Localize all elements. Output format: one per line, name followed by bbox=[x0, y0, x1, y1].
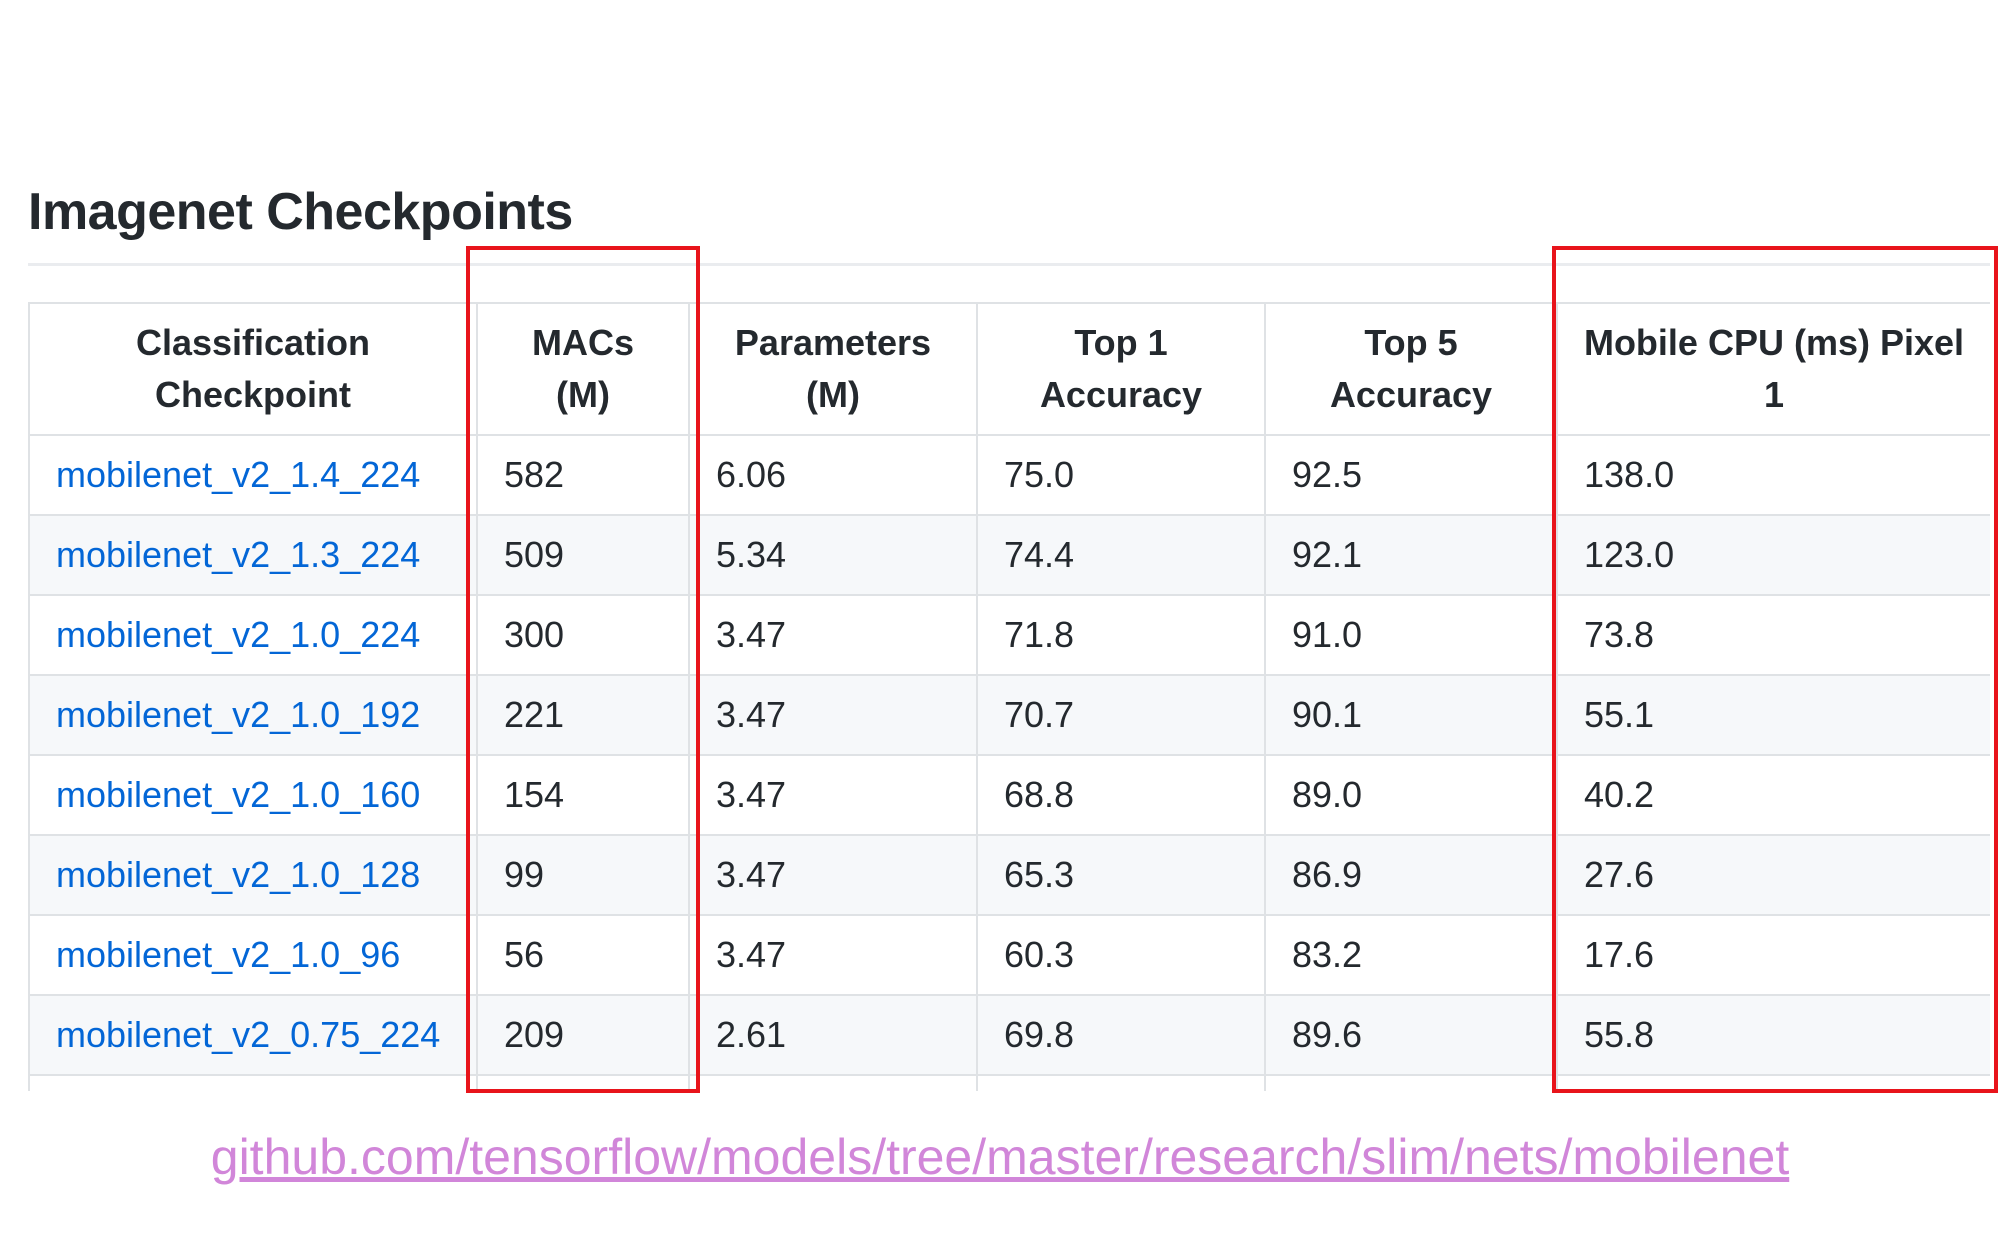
mobile-cpu-cell: 40.2 bbox=[1556, 754, 1990, 836]
macs-cell: 99 bbox=[476, 834, 690, 916]
macs-cell: 221 bbox=[476, 674, 690, 756]
macs-cell bbox=[476, 1074, 690, 1091]
header-line: Accuracy bbox=[1329, 374, 1493, 415]
parameters-cell: 3.47 bbox=[688, 754, 978, 836]
header-line: Parameters bbox=[734, 322, 932, 363]
header-macs: MACs (M) bbox=[476, 302, 690, 436]
header-parameters: Parameters (M) bbox=[688, 302, 978, 436]
top1-cell: 60.3 bbox=[976, 914, 1266, 996]
parameters-cell: 2.61 bbox=[688, 994, 978, 1076]
mobile-cpu-cell: 55.1 bbox=[1556, 674, 1990, 756]
header-line: Top 5 bbox=[1364, 322, 1458, 363]
header-line: (M) bbox=[806, 374, 860, 415]
checkpoint-cell: mobilenet_v2_1.0_128 bbox=[28, 834, 478, 916]
checkpoint-cell: mobilenet_v2_1.3_224 bbox=[28, 514, 478, 596]
parameters-cell: 5.34 bbox=[688, 514, 978, 596]
checkpoint-cell: mobilenet_v2_1.0_224 bbox=[28, 594, 478, 676]
mobile-cpu-cell: 27.6 bbox=[1556, 834, 1990, 916]
table-row-partial bbox=[28, 1074, 1990, 1091]
macs-cell: 300 bbox=[476, 594, 690, 676]
table-row: mobilenet_v2_1.0_224 300 3.47 71.8 91.0 … bbox=[28, 594, 1990, 676]
header-line: Checkpoint bbox=[154, 374, 351, 415]
header-line: Classification bbox=[135, 322, 371, 363]
table-row: mobilenet_v2_1.0_128 99 3.47 65.3 86.9 2… bbox=[28, 834, 1990, 916]
header-top5-accuracy: Top 5 Accuracy bbox=[1264, 302, 1558, 436]
checkpoint-link[interactable]: mobilenet_v2_1.0_224 bbox=[56, 614, 421, 655]
checkpoint-link[interactable]: mobilenet_v2_1.0_96 bbox=[56, 934, 401, 975]
top5-cell: 89.0 bbox=[1264, 754, 1558, 836]
header-line: Top 1 bbox=[1074, 322, 1168, 363]
macs-cell: 509 bbox=[476, 514, 690, 596]
checkpoints-table: Classification Checkpoint MACs (M) Param… bbox=[28, 302, 1990, 1091]
header-line: MACs bbox=[531, 322, 634, 363]
mobile-cpu-cell: 73.8 bbox=[1556, 594, 1990, 676]
parameters-cell: 3.47 bbox=[688, 914, 978, 996]
source-url-link[interactable]: github.com/tensorflow/models/tree/master… bbox=[210, 1129, 1790, 1185]
checkpoint-cell: mobilenet_v2_1.4_224 bbox=[28, 434, 478, 516]
header-mobile-cpu: Mobile CPU (ms) Pixel 1 bbox=[1556, 302, 1990, 436]
top1-cell: 75.0 bbox=[976, 434, 1266, 516]
header-line: Mobile CPU (ms) Pixel bbox=[1583, 322, 1965, 363]
parameters-cell: 6.06 bbox=[688, 434, 978, 516]
mobile-cpu-cell bbox=[1556, 1074, 1990, 1091]
parameters-cell: 3.47 bbox=[688, 594, 978, 676]
checkpoint-cell: mobilenet_v2_1.0_96 bbox=[28, 914, 478, 996]
table-row: mobilenet_v2_0.75_224 209 2.61 69.8 89.6… bbox=[28, 994, 1990, 1076]
table-row: mobilenet_v2_1.0_192 221 3.47 70.7 90.1 … bbox=[28, 674, 1990, 756]
checkpoint-link[interactable]: mobilenet_v2_0.75_224 bbox=[56, 1014, 441, 1055]
checkpoint-link[interactable]: mobilenet_v2_1.0_128 bbox=[56, 854, 421, 895]
checkpoints-table-container: Classification Checkpoint MACs (M) Param… bbox=[28, 302, 1990, 1091]
checkpoint-cell: mobilenet_v2_1.0_160 bbox=[28, 754, 478, 836]
header-line: (M) bbox=[556, 374, 610, 415]
checkpoint-link[interactable]: mobilenet_v2_1.3_224 bbox=[56, 534, 421, 575]
top5-cell: 92.5 bbox=[1264, 434, 1558, 516]
macs-cell: 154 bbox=[476, 754, 690, 836]
checkpoint-cell bbox=[28, 1074, 478, 1091]
table-header-row: Classification Checkpoint MACs (M) Param… bbox=[28, 302, 1990, 436]
top5-cell bbox=[1264, 1074, 1558, 1091]
table-row: mobilenet_v2_1.0_96 56 3.47 60.3 83.2 17… bbox=[28, 914, 1990, 996]
page-title: Imagenet Checkpoints bbox=[28, 183, 573, 241]
top1-cell: 71.8 bbox=[976, 594, 1266, 676]
checkpoint-link[interactable]: mobilenet_v2_1.0_160 bbox=[56, 774, 421, 815]
top5-cell: 91.0 bbox=[1264, 594, 1558, 676]
top5-cell: 86.9 bbox=[1264, 834, 1558, 916]
header-line: Accuracy bbox=[1039, 374, 1203, 415]
top5-cell: 90.1 bbox=[1264, 674, 1558, 756]
parameters-cell: 3.47 bbox=[688, 834, 978, 916]
header-line: 1 bbox=[1763, 374, 1785, 415]
parameters-cell bbox=[688, 1074, 978, 1091]
macs-cell: 582 bbox=[476, 434, 690, 516]
top1-cell: 65.3 bbox=[976, 834, 1266, 916]
top5-cell: 89.6 bbox=[1264, 994, 1558, 1076]
parameters-cell: 3.47 bbox=[688, 674, 978, 756]
title-divider bbox=[28, 263, 1990, 266]
mobile-cpu-cell: 138.0 bbox=[1556, 434, 1990, 516]
checkpoint-cell: mobilenet_v2_1.0_192 bbox=[28, 674, 478, 756]
table-row: mobilenet_v2_1.0_160 154 3.47 68.8 89.0 … bbox=[28, 754, 1990, 836]
checkpoint-cell: mobilenet_v2_0.75_224 bbox=[28, 994, 478, 1076]
top1-cell: 69.8 bbox=[976, 994, 1266, 1076]
mobile-cpu-cell: 123.0 bbox=[1556, 514, 1990, 596]
checkpoint-link[interactable]: mobilenet_v2_1.4_224 bbox=[56, 454, 421, 495]
macs-cell: 209 bbox=[476, 994, 690, 1076]
top1-cell: 70.7 bbox=[976, 674, 1266, 756]
top5-cell: 92.1 bbox=[1264, 514, 1558, 596]
mobile-cpu-cell: 17.6 bbox=[1556, 914, 1990, 996]
header-top1-accuracy: Top 1 Accuracy bbox=[976, 302, 1266, 436]
header-classification-checkpoint: Classification Checkpoint bbox=[28, 302, 478, 436]
macs-cell: 56 bbox=[476, 914, 690, 996]
table-row: mobilenet_v2_1.4_224 582 6.06 75.0 92.5 … bbox=[28, 434, 1990, 516]
top1-cell: 74.4 bbox=[976, 514, 1266, 596]
table-row: mobilenet_v2_1.3_224 509 5.34 74.4 92.1 … bbox=[28, 514, 1990, 596]
checkpoint-link[interactable]: mobilenet_v2_1.0_192 bbox=[56, 694, 421, 735]
top5-cell: 83.2 bbox=[1264, 914, 1558, 996]
top1-cell bbox=[976, 1074, 1266, 1091]
mobile-cpu-cell: 55.8 bbox=[1556, 994, 1990, 1076]
top1-cell: 68.8 bbox=[976, 754, 1266, 836]
